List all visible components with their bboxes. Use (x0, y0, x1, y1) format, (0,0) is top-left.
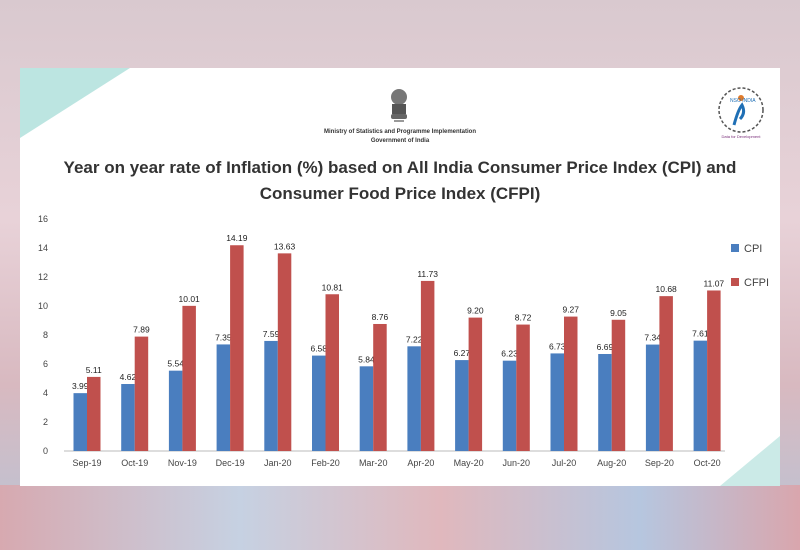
legend-swatch-cpi (731, 244, 739, 252)
ministry-header: Ministry of Statistics and Programme Imp… (300, 128, 500, 146)
data-label-cpi: 7.59 (263, 329, 280, 339)
data-label-cpi: 6.27 (454, 348, 471, 358)
logo-tagline: Data for Development (721, 134, 761, 139)
data-label-cpi: 5.54 (167, 359, 184, 369)
legend-label-cfpi: CFPI (744, 277, 769, 289)
x-tick-label: Apr-20 (407, 458, 434, 468)
x-tick-label: Dec-19 (216, 458, 245, 468)
bar-cfpi (182, 305, 196, 451)
bar-cfpi (87, 376, 101, 451)
data-label-cfpi: 10.01 (179, 294, 201, 304)
bar-cpi (550, 353, 564, 451)
data-label-cfpi: 10.81 (322, 282, 344, 292)
bar-cfpi (707, 290, 721, 451)
data-label-cpi: 7.35 (215, 332, 232, 342)
bar-cpi (121, 384, 135, 451)
data-label-cpi: 7.61 (692, 329, 709, 339)
x-tick-label: Mar-20 (359, 458, 388, 468)
decorative-triangle (720, 436, 780, 486)
y-tick-label: 0 (43, 446, 48, 456)
data-label-cfpi: 8.72 (515, 313, 532, 323)
y-tick-label: 4 (43, 388, 48, 398)
decorative-triangle (20, 68, 130, 138)
data-label-cpi: 6.73 (549, 341, 566, 351)
x-tick-label: Aug-20 (597, 458, 626, 468)
data-label-cpi: 4.62 (120, 372, 137, 382)
bar-cfpi (277, 253, 292, 451)
bar-cpi (407, 346, 421, 451)
legend-swatch-cfpi (731, 278, 739, 286)
legend-label-cpi: CPI (744, 243, 762, 255)
data-label-cfpi: 9.20 (467, 306, 484, 316)
logo-text: NSO INDIA (730, 98, 756, 104)
data-label-cfpi: 9.05 (610, 308, 627, 318)
y-tick-label: 2 (43, 417, 48, 427)
data-label-cpi: 7.22 (406, 334, 423, 344)
y-tick-label: 10 (38, 301, 48, 311)
data-label-cpi: 6.69 (597, 342, 614, 352)
y-tick-label: 14 (38, 243, 48, 253)
bar-cfpi (420, 280, 435, 451)
bar-cpi (693, 340, 708, 451)
y-tick-label: 8 (43, 330, 48, 340)
chart-title-line1: Year on year rate of Inflation (%) based… (63, 158, 737, 177)
bar-cpi (312, 355, 326, 451)
x-tick-label: Sep-20 (645, 458, 674, 468)
data-label-cpi: 3.99 (72, 381, 89, 391)
data-label-cfpi: 7.89 (133, 325, 150, 335)
bar-cfpi (564, 316, 578, 451)
y-tick-label: 6 (43, 359, 48, 369)
data-label-cfpi: 10.68 (656, 284, 678, 294)
x-tick-label: Sep-19 (72, 458, 101, 468)
bar-cfpi (659, 296, 673, 451)
x-tick-label: Oct-19 (121, 458, 148, 468)
national-emblem-icon (391, 89, 407, 122)
data-label-cfpi: 14.19 (226, 233, 248, 243)
government-name: Government of India (370, 138, 430, 144)
data-label-cfpi: 5.11 (86, 365, 102, 375)
chart-title-line2: Consumer Food Price Index (CFPI) (259, 184, 541, 203)
bar-cfpi (611, 319, 626, 451)
data-label-cfpi: 8.76 (372, 312, 389, 322)
bar-cfpi (134, 336, 149, 451)
bar-cpi (216, 344, 231, 451)
bar-cfpi (373, 323, 387, 451)
bar-cfpi (325, 294, 339, 451)
bar-cpi (502, 360, 517, 451)
bar-cpi (264, 340, 278, 451)
bar-cpi (455, 360, 469, 451)
bar-cfpi (230, 245, 244, 451)
x-tick-label: Oct-20 (694, 458, 721, 468)
nso-logo-icon: NSO INDIA (718, 87, 764, 133)
x-tick-label: Feb-20 (311, 458, 340, 468)
ministry-name: Ministry of Statistics and Programme Imp… (323, 129, 477, 135)
data-label-cpi: 5.84 (358, 354, 375, 364)
chart-title: Year on year rate of Inflation (%) based… (40, 155, 760, 207)
data-label-cpi: 6.58 (310, 344, 327, 354)
bar-cpi (645, 344, 660, 451)
bar-cpi (359, 366, 374, 451)
bar-cpi (73, 393, 87, 451)
bar-cfpi (516, 324, 530, 451)
bar-cpi (598, 353, 612, 451)
y-tick-label: 12 (38, 272, 48, 282)
data-label-cfpi: 11.07 (704, 278, 725, 288)
bar-cpi (168, 370, 183, 451)
data-label-cfpi: 13.63 (274, 241, 296, 251)
x-tick-label: Nov-19 (168, 458, 197, 468)
data-label-cfpi: 11.73 (417, 269, 438, 279)
background (0, 485, 800, 550)
data-label-cpi: 6.23 (501, 349, 518, 359)
x-tick-label: Jan-20 (264, 458, 292, 468)
y-tick-label: 16 (38, 214, 48, 224)
x-tick-label: May-20 (454, 458, 484, 468)
x-tick-label: Jul-20 (552, 458, 577, 468)
data-label-cpi: 7.34 (644, 333, 661, 343)
data-label-cfpi: 9.27 (562, 305, 579, 315)
x-tick-label: Jun-20 (503, 458, 531, 468)
bar-cfpi (468, 317, 483, 451)
